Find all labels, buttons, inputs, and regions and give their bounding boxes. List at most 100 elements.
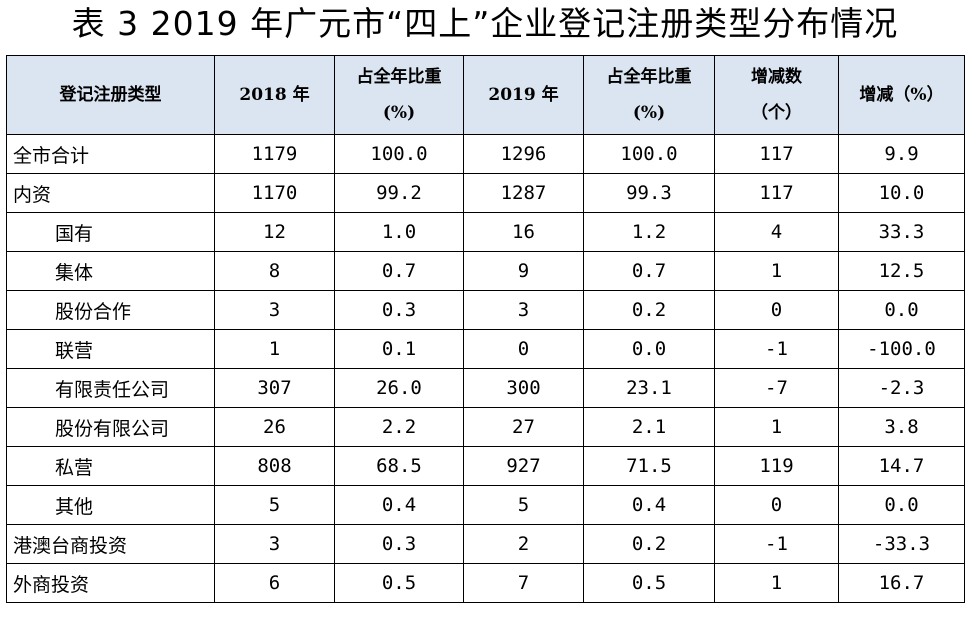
cell-2019: 7 [463, 563, 584, 603]
cell-share-2018: 0.5 [334, 563, 464, 603]
cell-2018: 1 [214, 329, 335, 369]
cell-change-pct: 16.7 [838, 563, 965, 603]
cell-change-count: -1 [714, 329, 839, 369]
row-label: 集体 [6, 251, 215, 291]
cell-change-pct: 0.0 [838, 485, 965, 525]
row-label: 国有 [6, 212, 215, 252]
table-row: 港澳台商投资 3 0.3 2 0.2 -1 -33.3 [6, 524, 965, 564]
cell-share-2018: 0.1 [334, 329, 464, 369]
table-row: 集体 8 0.7 9 0.7 1 12.5 [6, 251, 965, 291]
cell-change-pct: 0.0 [838, 290, 965, 330]
row-label: 其他 [6, 485, 215, 525]
header-2018: 2018 年 [214, 55, 335, 135]
cell-2018: 1179 [214, 134, 335, 174]
header-type: 登记注册类型 [6, 55, 215, 135]
cell-change-count: -1 [714, 524, 839, 564]
table-row: 股份合作 3 0.3 3 0.2 0 0.0 [6, 290, 965, 330]
cell-2018: 26 [214, 407, 335, 447]
cell-share-2019: 71.5 [583, 446, 715, 486]
cell-change-pct: 14.7 [838, 446, 965, 486]
cell-2018: 3 [214, 290, 335, 330]
cell-share-2018: 0.7 [334, 251, 464, 291]
header-row: 登记注册类型 2018 年 占全年比重 (%) 2019 年 占全年比重 (%)… [6, 55, 965, 135]
table-row: 其他 5 0.4 5 0.4 0 0.0 [6, 485, 965, 525]
cell-change-count: 0 [714, 290, 839, 330]
header-change-line1: 增减数 [751, 67, 802, 87]
row-label: 全市合计 [6, 134, 215, 174]
row-label: 内资 [6, 173, 215, 213]
cell-share-2018: 2.2 [334, 407, 464, 447]
cell-share-2019: 100.0 [583, 134, 715, 174]
table-row: 联营 1 0.1 0 0.0 -1 -100.0 [6, 329, 965, 369]
row-label: 联营 [6, 329, 215, 369]
cell-change-count: 1 [714, 563, 839, 603]
cell-share-2019: 0.5 [583, 563, 715, 603]
cell-share-2019: 2.1 [583, 407, 715, 447]
cell-2018: 3 [214, 524, 335, 564]
cell-2019: 300 [463, 368, 584, 408]
cell-2018: 808 [214, 446, 335, 486]
header-share-2018-line2: (%) [382, 103, 416, 123]
row-label: 股份有限公司 [6, 407, 215, 447]
table-row: 全市合计 1179 100.0 1296 100.0 117 9.9 [6, 134, 965, 174]
table-row: 私营 808 68.5 927 71.5 119 14.7 [6, 446, 965, 486]
row-label: 私营 [6, 446, 215, 486]
cell-change-count: 0 [714, 485, 839, 525]
cell-share-2019: 1.2 [583, 212, 715, 252]
cell-change-count: 117 [714, 134, 839, 174]
cell-change-pct: -2.3 [838, 368, 965, 408]
cell-change-pct: 33.3 [838, 212, 965, 252]
table-body: 全市合计 1179 100.0 1296 100.0 117 9.9 内资 1170 99.2 12… [6, 134, 965, 603]
cell-change-count: 1 [714, 407, 839, 447]
cell-2019: 5 [463, 485, 584, 525]
cell-2019: 1296 [463, 134, 584, 174]
cell-change-pct: -100.0 [838, 329, 965, 369]
cell-2019: 16 [463, 212, 584, 252]
header-share-2018-line1: 占全年比重 [356, 67, 442, 87]
table-row: 国有 12 1.0 16 1.2 4 33.3 [6, 212, 965, 252]
cell-2019: 927 [463, 446, 584, 486]
cell-change-count: 4 [714, 212, 839, 252]
cell-change-pct: -33.3 [838, 524, 965, 564]
row-label: 有限责任公司 [6, 368, 215, 408]
cell-2018: 1170 [214, 173, 335, 213]
cell-share-2018: 100.0 [334, 134, 464, 174]
header-change-count: 增减数 （个） [714, 55, 839, 135]
cell-change-pct: 9.9 [838, 134, 965, 174]
cell-2019: 0 [463, 329, 584, 369]
cell-change-count: 1 [714, 251, 839, 291]
cell-share-2018: 0.3 [334, 290, 464, 330]
cell-change-pct: 10.0 [838, 173, 965, 213]
cell-share-2018: 68.5 [334, 446, 464, 486]
cell-change-pct: 3.8 [838, 407, 965, 447]
table-row: 内资 1170 99.2 1287 99.3 117 10.0 [6, 173, 965, 213]
cell-2018: 12 [214, 212, 335, 252]
cell-change-count: -7 [714, 368, 839, 408]
cell-share-2019: 99.3 [583, 173, 715, 213]
cell-share-2018: 1.0 [334, 212, 464, 252]
row-label: 港澳台商投资 [6, 524, 215, 564]
cell-share-2019: 23.1 [583, 368, 715, 408]
cell-2019: 27 [463, 407, 584, 447]
cell-2019: 9 [463, 251, 584, 291]
header-share-2019-line1: 占全年比重 [606, 67, 692, 87]
cell-share-2018: 0.4 [334, 485, 464, 525]
header-change-line2: （个） [751, 103, 802, 123]
header-change-pct: 增减（%） [838, 55, 965, 135]
cell-share-2018: 99.2 [334, 173, 464, 213]
header-share-2019: 占全年比重 (%) [583, 55, 715, 135]
table-row: 股份有限公司 26 2.2 27 2.1 1 3.8 [6, 407, 965, 447]
cell-share-2018: 0.3 [334, 524, 464, 564]
cell-change-count: 117 [714, 173, 839, 213]
table-header: 登记注册类型 2018 年 占全年比重 (%) 2019 年 占全年比重 (%)… [6, 55, 965, 135]
cell-share-2019: 0.7 [583, 251, 715, 291]
cell-share-2019: 0.4 [583, 485, 715, 525]
table-title: 表 3 2019 年广元市“四上”企业登记注册类型分布情况 [71, 4, 899, 43]
cell-2018: 8 [214, 251, 335, 291]
cell-share-2019: 0.0 [583, 329, 715, 369]
header-share-2018: 占全年比重 (%) [334, 55, 464, 135]
cell-2019: 2 [463, 524, 584, 564]
cell-share-2018: 26.0 [334, 368, 464, 408]
cell-change-count: 119 [714, 446, 839, 486]
table-row: 有限责任公司 307 26.0 300 23.1 -7 -2.3 [6, 368, 965, 408]
